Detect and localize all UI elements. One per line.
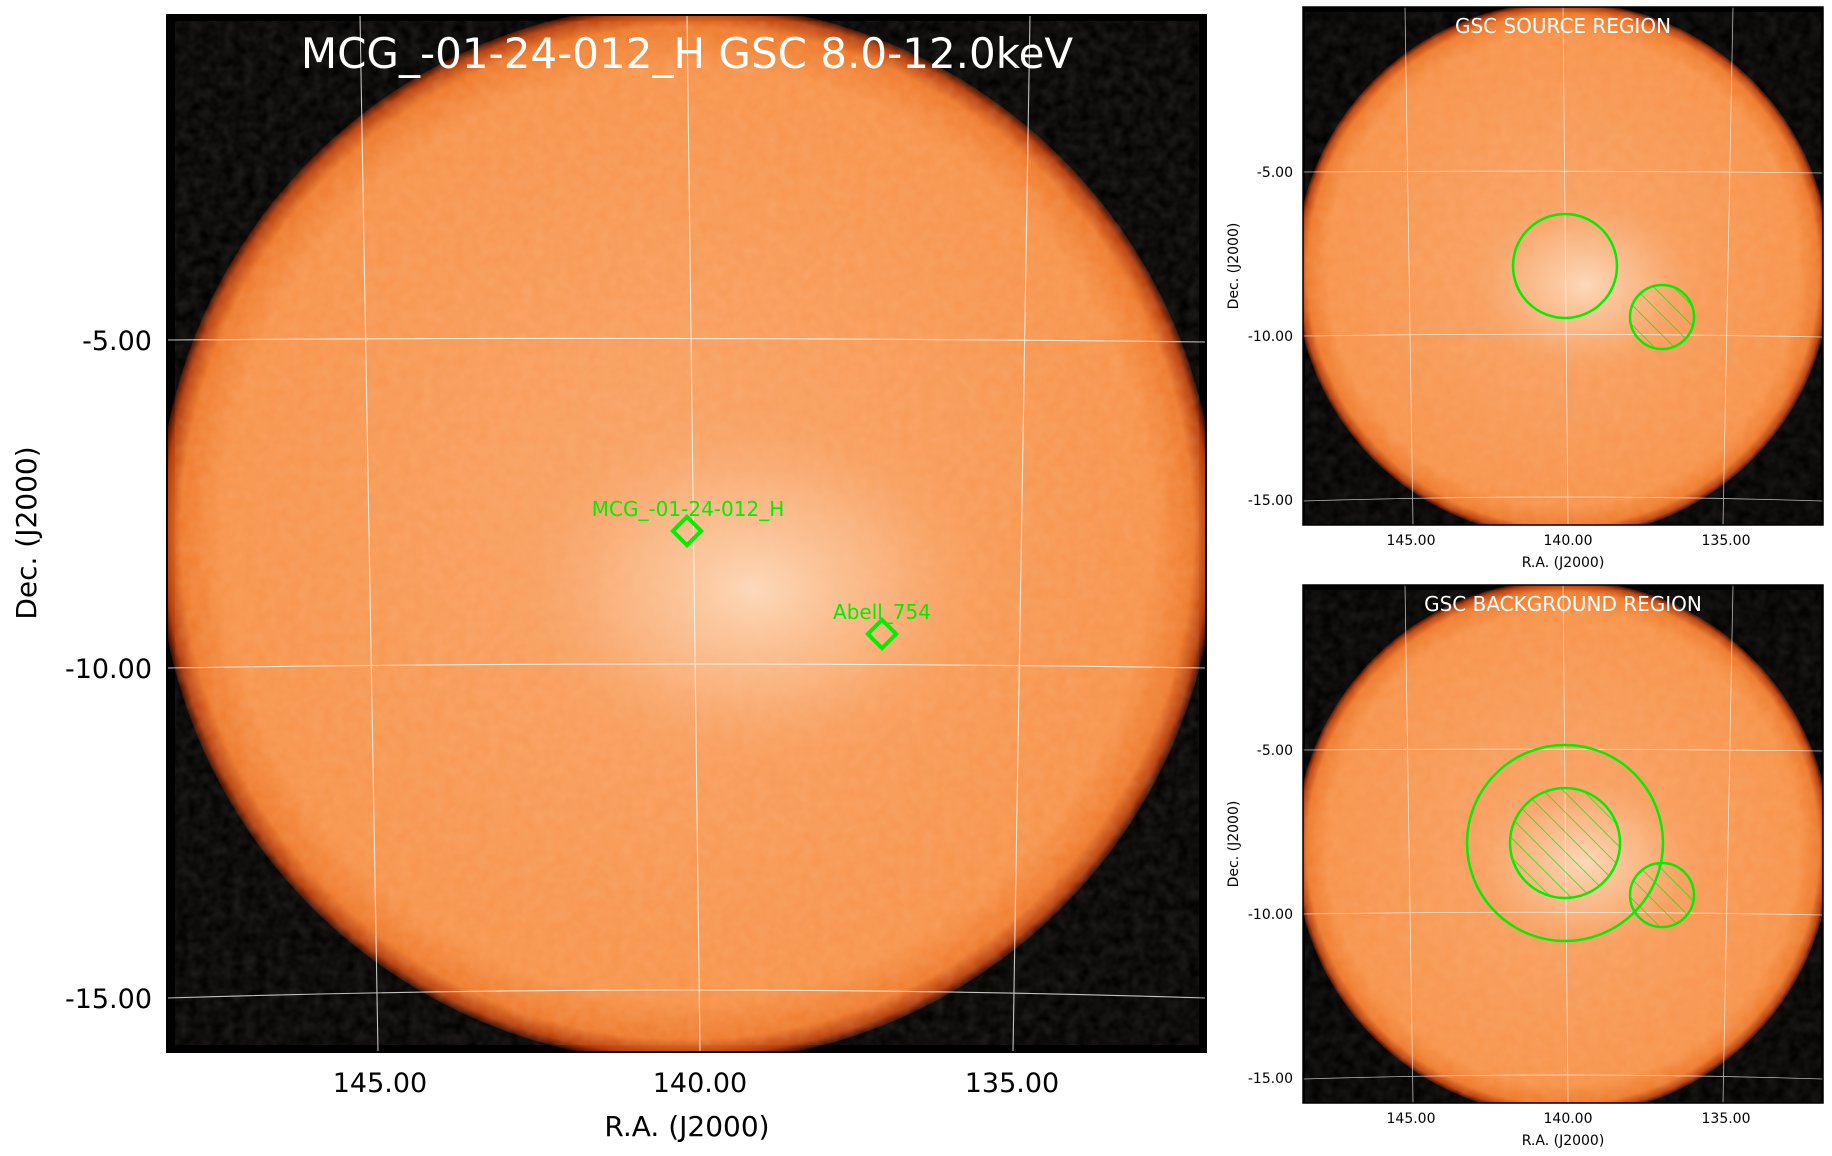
source-panel-title: GSC SOURCE REGION xyxy=(1455,14,1671,38)
background-y-tick-label: -15.00 xyxy=(1248,1071,1293,1087)
main-source-markers xyxy=(670,514,899,651)
abell-source-marker[interactable] xyxy=(865,617,899,651)
source-excluded-circle[interactable] xyxy=(1628,283,1696,351)
source-extraction-circle[interactable] xyxy=(1511,212,1619,320)
background-x-tick-label: 140.00 xyxy=(1544,1111,1593,1127)
background-plot-frame xyxy=(1302,584,1824,1104)
background-y-axis-label: Dec. (J2000) xyxy=(1226,801,1242,888)
main-bright-emission xyxy=(485,390,1025,790)
background-annulus-outer-circle[interactable] xyxy=(1465,743,1665,943)
main-y-axis-label: Dec. (J2000) xyxy=(10,446,43,619)
source-x-tick-label: 145.00 xyxy=(1387,533,1436,549)
main-x-tick-labels: 145.00 140.00 135.00 xyxy=(333,1068,1059,1099)
background-x-tick-label: 135.00 xyxy=(1702,1111,1751,1127)
main-y-tick-label: -5.00 xyxy=(82,326,152,357)
background-coordinate-grid xyxy=(1303,585,1823,1103)
background-excluded-abell-circle[interactable] xyxy=(1628,861,1696,929)
source-y-tick-label: -15.00 xyxy=(1248,493,1293,509)
source-y-axis-label: Dec. (J2000) xyxy=(1226,223,1242,310)
mcg-source-marker[interactable] xyxy=(670,514,704,548)
abell-source-label: Abell_754 xyxy=(833,600,931,624)
background-excluded-source-circle[interactable] xyxy=(1508,786,1622,900)
source-x-axis-label: R.A. (J2000) xyxy=(1522,555,1605,571)
main-y-tick-labels: -5.00 -10.00 -15.00 xyxy=(65,326,152,1015)
source-x-tick-label: 135.00 xyxy=(1702,533,1751,549)
source-x-tick-label: 140.00 xyxy=(1544,533,1593,549)
source-plot-frame xyxy=(1302,6,1824,526)
main-y-tick-label: -10.00 xyxy=(65,654,152,685)
main-plot-title: MCG_-01-24-012_H GSC 8.0-12.0keV xyxy=(301,29,1074,78)
main-y-tick-label: -15.00 xyxy=(65,984,152,1015)
source-region-panel: GSC SOURCE REGION -5.00 -10.00 -15.00 14… xyxy=(1226,6,1824,571)
background-panel-title: GSC BACKGROUND REGION xyxy=(1424,592,1702,616)
source-x-tick-labels: 145.00 140.00 135.00 xyxy=(1387,533,1751,549)
main-x-tick-label: 140.00 xyxy=(653,1068,747,1099)
source-y-tick-label: -10.00 xyxy=(1248,329,1293,345)
main-x-axis-label: R.A. (J2000) xyxy=(604,1110,769,1143)
background-x-tick-labels: 145.00 140.00 135.00 xyxy=(1387,1111,1751,1127)
main-x-tick-label: 135.00 xyxy=(965,1068,1059,1099)
main-coordinate-grid xyxy=(167,15,1206,1052)
background-region-panel: GSC BACKGROUND REGION -5.00 -10.00 -15.0… xyxy=(1226,584,1824,1149)
mcg-source-label: MCG_-01-24-012_H xyxy=(592,497,784,521)
background-y-tick-label: -10.00 xyxy=(1248,907,1293,923)
background-x-tick-label: 145.00 xyxy=(1387,1111,1436,1127)
main-plot-frame xyxy=(166,14,1207,1053)
background-x-axis-label: R.A. (J2000) xyxy=(1522,1133,1605,1149)
main-image-panel: MCG_-01-24-012_H Abell_754 MCG_-01-24-01… xyxy=(10,14,1207,1143)
main-x-tick-label: 145.00 xyxy=(333,1068,427,1099)
background-y-tick-label: -5.00 xyxy=(1257,743,1293,759)
background-y-tick-labels: -5.00 -10.00 -15.00 xyxy=(1248,743,1293,1087)
source-y-tick-labels: -5.00 -10.00 -15.00 xyxy=(1248,165,1293,509)
source-y-tick-label: -5.00 xyxy=(1257,165,1293,181)
source-coordinate-grid xyxy=(1303,7,1823,525)
source-bright-emission xyxy=(1455,185,1715,385)
